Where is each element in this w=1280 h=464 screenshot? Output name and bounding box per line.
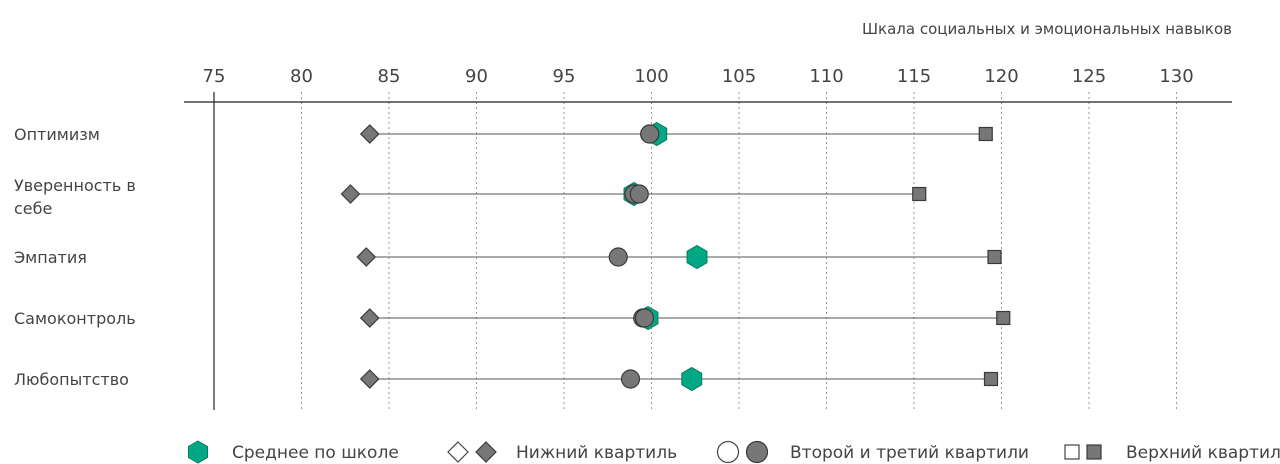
legend-upper-quartile-label: Верхний квартиль xyxy=(1126,443,1280,463)
category-label-line: Уверенность в xyxy=(14,176,136,195)
legend-school-mean-icon xyxy=(187,440,209,464)
legend-lower-quartile-icon-filled xyxy=(475,441,497,463)
legend-school-mean-label: Среднее по школе xyxy=(232,443,399,463)
category-label: Эмпатия xyxy=(14,248,87,267)
upper-quartile-marker xyxy=(987,249,1002,265)
x-tick-label-100: 100 xyxy=(634,66,668,87)
second-quartile-marker xyxy=(608,247,628,267)
x-tick-label-110: 110 xyxy=(809,66,843,87)
row-5 xyxy=(359,366,999,392)
x-tick-label-125: 125 xyxy=(1072,66,1106,87)
lower-quartile-marker xyxy=(359,369,380,389)
upper-quartile-marker xyxy=(996,310,1011,326)
category-label-line: себе xyxy=(14,199,52,218)
lower-quartile-marker xyxy=(356,247,377,267)
upper-quartile-marker xyxy=(983,371,999,387)
category-label: Уверенность в себе xyxy=(14,176,136,218)
legend-upper-quartile-icon-outline xyxy=(1064,444,1080,460)
school-mean-marker xyxy=(681,366,703,392)
x-tick-label-85: 85 xyxy=(378,66,401,87)
x-tick-label-130: 130 xyxy=(1159,66,1193,87)
x-tick-label-90: 90 xyxy=(465,66,488,87)
second-quartile-marker xyxy=(620,369,641,389)
legend: Среднее по школе Нижний квартиль Второй и … xyxy=(187,440,1280,464)
row-4 xyxy=(359,305,1011,331)
lower-quartile-marker xyxy=(340,184,361,204)
category-label: Оптимизм xyxy=(14,125,100,144)
x-tick-label-120: 120 xyxy=(984,66,1018,87)
x-tick-label-115: 115 xyxy=(897,66,931,87)
x-tick-label-95: 95 xyxy=(553,66,576,87)
grid-lines xyxy=(301,92,1177,410)
row-2 xyxy=(340,181,927,207)
category-label-line: Самоконтроль xyxy=(14,309,136,328)
row-1 xyxy=(359,121,993,147)
data-rows xyxy=(340,121,1011,392)
category-label-line: Любопытство xyxy=(14,370,129,389)
upper-quartile-marker xyxy=(912,186,927,202)
category-labels: Оптимизм Уверенность в себе Эмпатия Самоконт… xyxy=(14,125,136,389)
legend-lower-quartile-label: Нижний квартиль xyxy=(516,443,677,463)
x-axis-title: Шкала социальных и эмоциональных навыков xyxy=(862,20,1232,38)
legend-lower-quartile-icon-outline xyxy=(447,441,469,463)
category-label: Самоконтроль xyxy=(14,309,136,328)
legend-middle-quartiles-icon-filled xyxy=(745,440,769,464)
legend-upper-quartile-icon-filled xyxy=(1086,444,1102,460)
lower-quartile-marker xyxy=(359,124,380,144)
category-label-line: Оптимизм xyxy=(14,125,100,144)
legend-middle-quartiles-icon-outline xyxy=(716,440,740,464)
x-axis-ticks: 75 80 85 90 95 100 105 110 115 120 125 130 xyxy=(203,66,1194,87)
upper-quartile-marker xyxy=(978,126,993,142)
category-label-line: Эмпатия xyxy=(14,248,87,267)
row-3 xyxy=(356,244,1002,270)
third-quartile-marker xyxy=(634,308,655,328)
x-tick-label-75: 75 xyxy=(203,66,226,87)
school-mean-marker xyxy=(686,244,708,270)
x-tick-label-105: 105 xyxy=(722,66,756,87)
third-quartile-marker xyxy=(629,184,649,204)
category-label: Любопытство xyxy=(14,370,129,389)
x-tick-label-80: 80 xyxy=(290,66,313,87)
third-quartile-marker xyxy=(640,124,660,144)
lower-quartile-marker xyxy=(359,308,380,328)
legend-middle-quartiles-label: Второй и третий квартили xyxy=(790,443,1029,463)
